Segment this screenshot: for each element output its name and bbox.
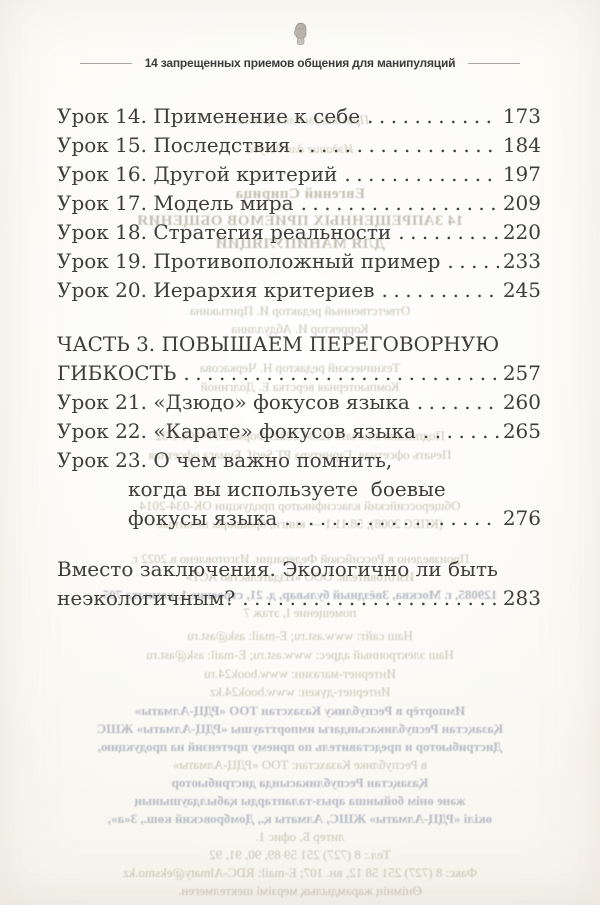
toc-entry-page: 209 — [502, 191, 541, 215]
dot-leader — [447, 247, 498, 276]
toc-entry-label: Урок 15. Последствия — [57, 133, 291, 157]
toc-entry: Урок 17. Модель мира 209 — [57, 189, 541, 218]
toc-entry-page: 197 — [502, 162, 541, 186]
toc-entry-continuation: неэкологичным? 283 — [57, 584, 541, 613]
toc-entry-label: Урок 14. Применение к себе — [57, 104, 361, 128]
toc-entry-continuation: когда вы используете боевые — [57, 475, 541, 504]
toc-entry-page: 184 — [502, 133, 541, 157]
dot-leader — [417, 388, 499, 417]
bleedthrough-line: Наш сайт: www.ast.ru; E-mail: ask@ast.ru — [187, 628, 413, 643]
bleedthrough-line: Тел.: 8 (727) 251 59 89, 90, 91, 92 — [209, 847, 391, 862]
toc-entry-label: Урок 18. Стратегия реальности — [57, 220, 392, 244]
dot-leader — [423, 417, 499, 446]
toc-entry: Урок 20. Иерархия критериев 245 — [57, 276, 541, 305]
dot-leader — [284, 504, 499, 533]
toc-entry-page: 276 — [502, 506, 541, 530]
dot-leader — [297, 131, 498, 160]
toc-entry-label: Вместо заключения. Экологично ли быть — [57, 557, 498, 581]
toc-entry-label: ГИБКОСТЬ — [57, 361, 177, 385]
dot-leader — [301, 189, 499, 218]
toc-entry: Урок 23. О чем важно помнить, — [57, 446, 541, 475]
toc-entry: Вместо заключения. Экологично ли быть — [57, 555, 541, 584]
toc-entry: Урок 15. Последствия 184 — [57, 131, 541, 160]
bleedthrough-line: Импортёр в Республику Казахстан ТОО «РДЦ… — [134, 703, 466, 718]
toc-entry-label: когда вы используете боевые — [128, 477, 446, 501]
toc-entry-page: 233 — [502, 249, 541, 273]
dot-leader — [398, 218, 499, 247]
toc-entry-label: Урок 16. Другой критерий — [57, 162, 338, 186]
toc-entry-label: ЧАСТЬ 3. ПОВЫШАЕМ ПЕРЕГОВОРНУЮ — [57, 332, 500, 356]
toc-entry-page: 220 — [502, 220, 541, 244]
dot-leader — [344, 160, 498, 189]
page-content: 14 запрещенных приемов общения для манип… — [0, 0, 600, 613]
boxing-glove-icon — [291, 20, 310, 48]
bleedthrough-line: Интернет-магазин: www.book24.ru — [204, 666, 396, 681]
header-rule-left — [80, 62, 132, 64]
toc-entry: Урок 16. Другой критерий 197 — [57, 160, 541, 189]
bleedthrough-line: Қазақстан Республикасындағы импорттаушы … — [96, 721, 504, 736]
toc-entry-label: неэкологичным? — [57, 586, 236, 610]
bleedthrough-line: Факс: 8 (727) 251 58 12, вн. 107; E-mail… — [123, 865, 478, 880]
bleedthrough-line: Қазақстан Республикасында дистрибьютор — [171, 775, 429, 790]
running-header: 14 запрещенных приемов общения для манип… — [0, 0, 600, 70]
running-title: 14 запрещенных приемов общения для манип… — [144, 56, 456, 70]
bleedthrough-line: в Республике Казахстан: ТОО «РДЦ-Алматы» — [172, 757, 428, 772]
toc-entry-label: Урок 17. Модель мира — [57, 191, 294, 215]
toc-entry-page: 257 — [502, 361, 541, 385]
dot-leader — [367, 102, 499, 131]
toc-entry: Урок 21. «Дзюдо» фокусов языка 260 — [57, 388, 541, 417]
toc-entry-page: 260 — [502, 390, 541, 414]
toc-entry-page: 173 — [502, 104, 541, 128]
toc-entry-label: Урок 21. «Дзюдо» фокусов языка — [57, 390, 410, 414]
toc-entry: Урок 22. «Карате» фокусов языка 265 — [57, 417, 541, 446]
bleedthrough-line: өкілі «РДЦ-Алматы» ЖШС, Алматы қ., Домбр… — [107, 811, 493, 826]
bleedthrough-line: және өнім бойынша арыз-талаптарды қабылд… — [134, 793, 466, 808]
toc-entry-continuation: фокусы языка 276 — [57, 504, 541, 533]
toc-part-heading: ГИБКОСТЬ 257 — [57, 359, 541, 388]
toc-entry-page: 245 — [502, 278, 541, 302]
toc-entry: Урок 18. Стратегия реальности 220 — [57, 218, 541, 247]
toc-entry-label: фокусы языка — [128, 506, 278, 530]
toc-entry-label: Урок 22. «Карате» фокусов языка — [57, 419, 416, 443]
toc-entry: Урок 19. Противоположный пример 233 — [57, 247, 541, 276]
toc-entry-page: 283 — [502, 586, 541, 610]
toc-entry-page: 265 — [502, 419, 541, 443]
header-rule-right — [468, 62, 520, 64]
bleedthrough-line: Дистрибьютор и представитель по приему п… — [97, 739, 503, 754]
toc-entry-label: Урок 20. Иерархия критериев — [57, 278, 375, 302]
bleedthrough-line: литер Б, офис 1. — [255, 829, 345, 844]
dot-leader — [381, 276, 498, 305]
toc-entry-label: Урок 23. О чем важно помнить, — [57, 448, 393, 472]
bleedthrough-line: Өнімнің жарамдылық мерзімі шектелмеген. — [178, 883, 422, 898]
toc-entry-label: Урок 19. Противоположный пример — [57, 249, 441, 273]
toc-part-heading: ЧАСТЬ 3. ПОВЫШАЕМ ПЕРЕГОВОРНУЮ — [57, 330, 541, 359]
bleedthrough-line: Наш электронный адрес: www.ast.ru; E-mai… — [146, 647, 454, 662]
dot-leader — [183, 359, 498, 388]
toc-entry: Урок 14. Применение к себе 173 — [57, 102, 541, 131]
table-of-contents: Урок 14. Применение к себе 173 Урок 15. … — [0, 102, 600, 613]
dot-leader — [242, 584, 499, 613]
bleedthrough-line: Интернет-дүкен: www.book24.kz — [209, 684, 391, 699]
